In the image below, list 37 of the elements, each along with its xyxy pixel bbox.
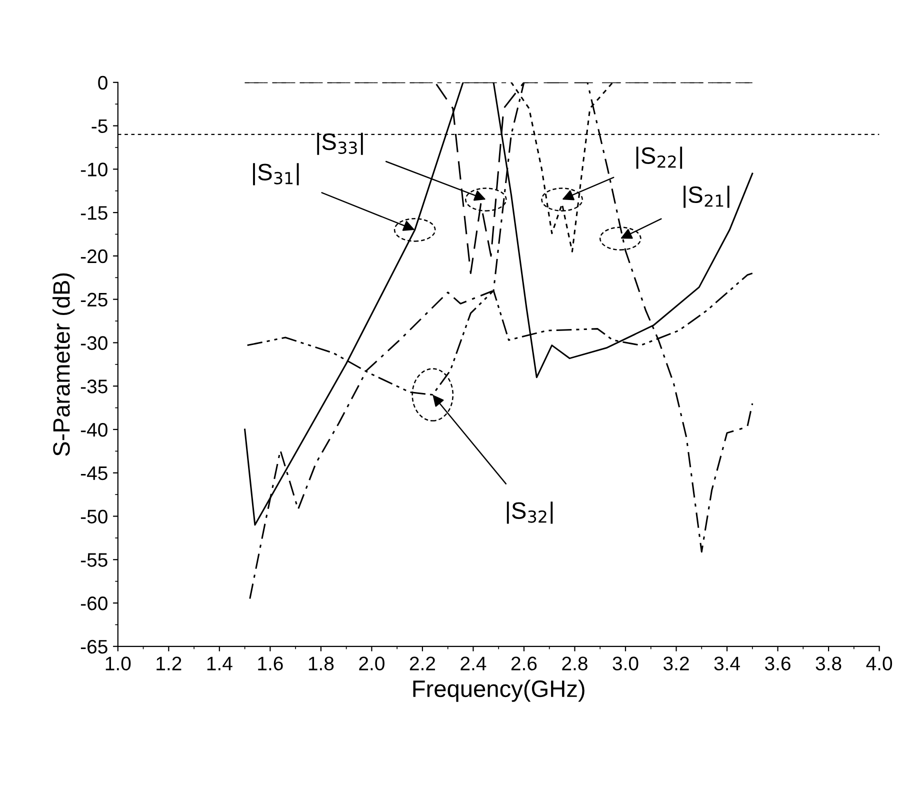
- x-tick-label: 1.4: [207, 656, 232, 670]
- x-tick-label: 1.0: [106, 656, 131, 670]
- y-tick-label: -30: [80, 336, 108, 350]
- y-tick-label: -40: [80, 422, 108, 437]
- y-tick-label: 0: [98, 76, 108, 90]
- y-tick-label: -25: [80, 292, 108, 307]
- x-tick-label: 3.6: [765, 656, 790, 670]
- y-tick-label: -5: [92, 119, 108, 134]
- y-tick-label: -65: [80, 640, 108, 654]
- y-axis-title: S-Parameter (dB): [52, 273, 75, 456]
- annotation: |S$_{21}$|: [684, 186, 730, 208]
- annotation: |S$_{33}$|: [317, 132, 363, 155]
- x-tick-label: 3.8: [816, 656, 842, 670]
- x-tick-label: 2.0: [359, 656, 384, 670]
- x-tick-label: 2.8: [562, 656, 588, 670]
- x-tick-label: 2.2: [410, 656, 435, 670]
- y-tick-label: -60: [80, 596, 108, 610]
- x-tick-label: 4.0: [866, 656, 892, 670]
- y-tick-label: -50: [80, 510, 108, 524]
- y-tick-label: -55: [80, 553, 108, 567]
- x-tick-label: 3.0: [612, 656, 638, 670]
- y-tick-label: -20: [80, 249, 108, 264]
- annotation: |S$_{22}$|: [636, 146, 682, 169]
- x-axis-title: Frequency(GHz): [413, 680, 584, 702]
- x-tick-label: 3.4: [714, 656, 740, 670]
- y-tick-label: -10: [80, 162, 108, 176]
- x-tick-label: 3.2: [663, 656, 689, 670]
- y-tick-label: -15: [80, 206, 108, 220]
- x-tick-label: 2.6: [511, 656, 537, 670]
- annotation: |S$_{32}$|: [506, 502, 553, 524]
- x-tick-label: 1.8: [308, 656, 334, 670]
- y-tick-label: -35: [80, 380, 108, 394]
- y-tick-label: -45: [80, 466, 108, 480]
- x-tick-label: 2.4: [460, 656, 486, 670]
- x-tick-label: 1.6: [258, 656, 283, 670]
- annotation: |S$_{31}$|: [253, 163, 299, 186]
- x-tick-label: 1.2: [156, 656, 182, 670]
